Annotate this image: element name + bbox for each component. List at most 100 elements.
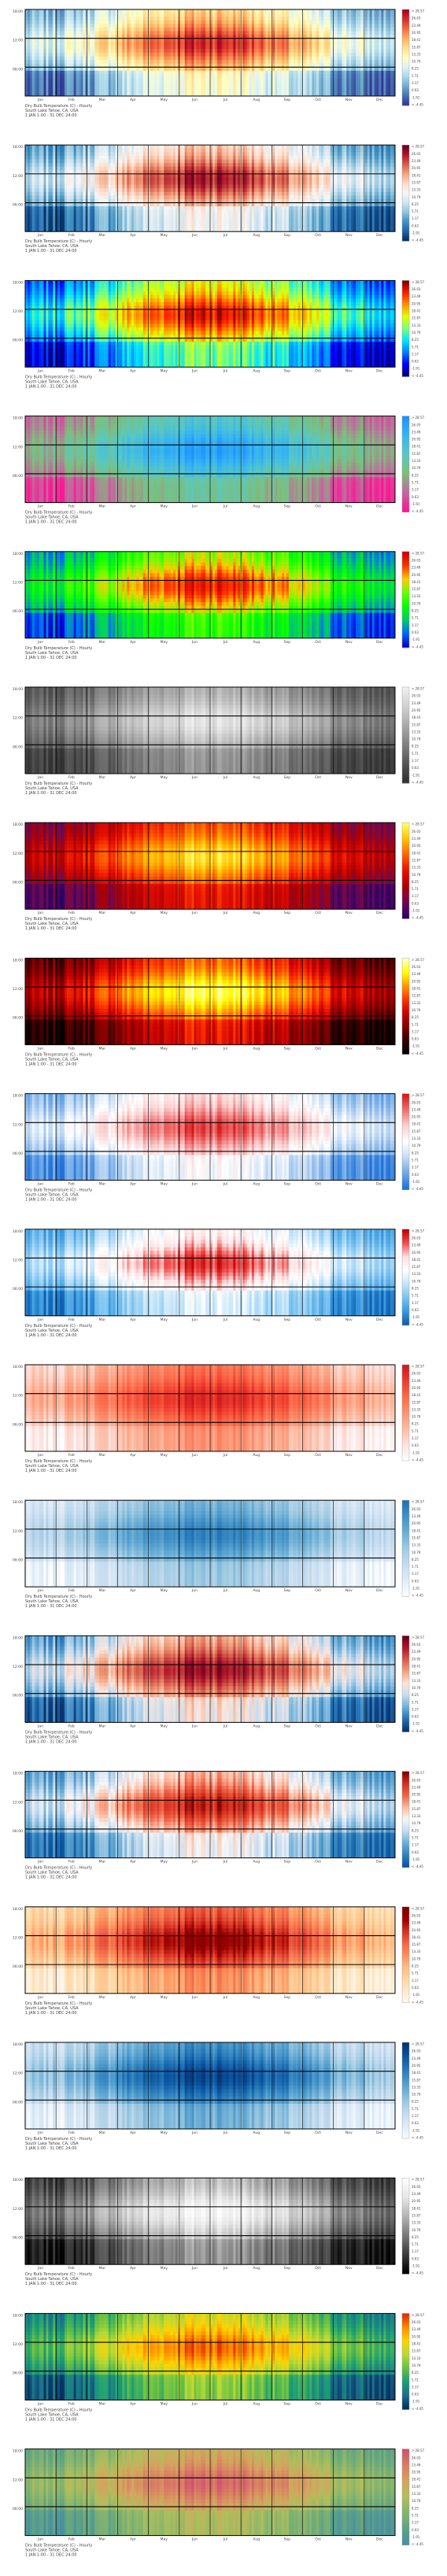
heatmap-cell [32,67,35,71]
heatmap-cell [92,28,94,31]
heatmap-cell [50,53,53,57]
heatmap-cell [57,17,60,20]
heatmap-cell [46,17,48,20]
heatmap-cell [53,53,55,57]
heatmap-cell [136,28,139,31]
heatmap-cell [97,57,99,61]
heatmap-cell [180,31,183,35]
heatmap-cell [146,46,148,50]
heatmap-cell [113,28,116,31]
heatmap-cell [50,57,53,61]
heatmap-cell [120,49,122,53]
heatmap-cell [79,75,81,79]
heatmap-cell [35,9,37,13]
heatmap-cell [37,17,39,20]
heatmap-cell [118,78,120,82]
heatmap-cell [53,75,55,79]
heatmap-cell [155,57,157,61]
heatmap-cell [90,75,92,79]
heatmap-cell [141,60,143,64]
heatmap-cell [201,28,203,31]
heatmap-cell [44,89,46,93]
heatmap-cell [153,60,155,64]
heatmap-cell [129,75,131,79]
heatmap-cell [83,75,85,79]
heatmap-cell [168,67,171,71]
heatmap-cell [131,89,134,93]
heatmap-cell [69,17,72,20]
heatmap-cell [150,75,153,79]
heatmap-cell [44,53,46,57]
heatmap-cell [46,71,48,75]
heatmap-cell [28,71,30,75]
heatmap-cell [187,85,190,89]
heatmap-cell [97,24,99,28]
heatmap-cell [50,24,53,28]
heatmap-cell [153,49,155,53]
heatmap-cell [205,9,208,13]
heatmap-cell [76,85,79,89]
heatmap-cell [136,13,139,17]
heatmap-cell [143,28,146,31]
heatmap-cell [35,53,37,57]
heatmap-cell [28,17,30,20]
heatmap-cell [74,85,76,89]
heatmap-cell [159,49,161,53]
heatmap-cell [180,78,183,82]
heatmap-cell [62,53,65,57]
heatmap-cell [72,24,74,28]
heatmap-cell [39,71,42,75]
heatmap-cell [150,24,153,28]
heatmap-cell [92,89,94,93]
heatmap-cell [141,78,143,82]
heatmap-cell [106,28,109,31]
heatmap-cell [74,57,76,61]
heatmap-cell [81,67,83,71]
heatmap-cell [148,71,150,75]
heatmap-cell [37,24,39,28]
heatmap-cell [153,82,155,86]
heatmap-cell [146,31,148,35]
heatmap-cell [124,82,127,86]
heatmap-cell [129,71,131,75]
heatmap-cell [37,31,39,35]
heatmap-cell [159,53,161,57]
heatmap-cell [175,53,178,57]
heatmap-cell [72,20,74,24]
heatmap-cell [32,31,35,35]
heatmap-cell [28,24,30,28]
heatmap-cell [50,67,53,71]
heatmap-cell [85,9,87,13]
heatmap-cell [139,20,141,24]
heatmap-cell [28,67,30,71]
heatmap-cell [185,20,187,24]
heatmap-cell [30,60,32,64]
heatmap-cell [136,85,139,89]
heatmap-cell [203,39,205,43]
heatmap-cell [183,28,185,31]
heatmap-cell [104,17,106,20]
heatmap-cell [87,46,90,50]
heatmap-cell [173,31,175,35]
heatmap-cell [124,75,127,79]
heatmap-cell [65,75,67,79]
heatmap-cell [159,17,161,20]
heatmap-cell [171,57,173,61]
heatmap-cell [83,49,85,53]
heatmap-cell [120,71,122,75]
heatmap-cell [46,39,48,43]
heatmap-cell [35,31,37,35]
heatmap-cell [87,67,90,71]
heatmap-cell [194,53,196,57]
heatmap-cell [65,82,67,86]
heatmap-cell [161,78,164,82]
heatmap-cell [55,28,57,31]
heatmap-cell [180,82,183,86]
heatmap-cell [118,89,120,93]
heatmap-cell [166,85,168,89]
heatmap-cell [99,46,102,50]
heatmap-cell [37,20,39,24]
heatmap-cell [94,60,97,64]
heatmap-cell [39,20,42,24]
heatmap-cell [92,20,94,24]
